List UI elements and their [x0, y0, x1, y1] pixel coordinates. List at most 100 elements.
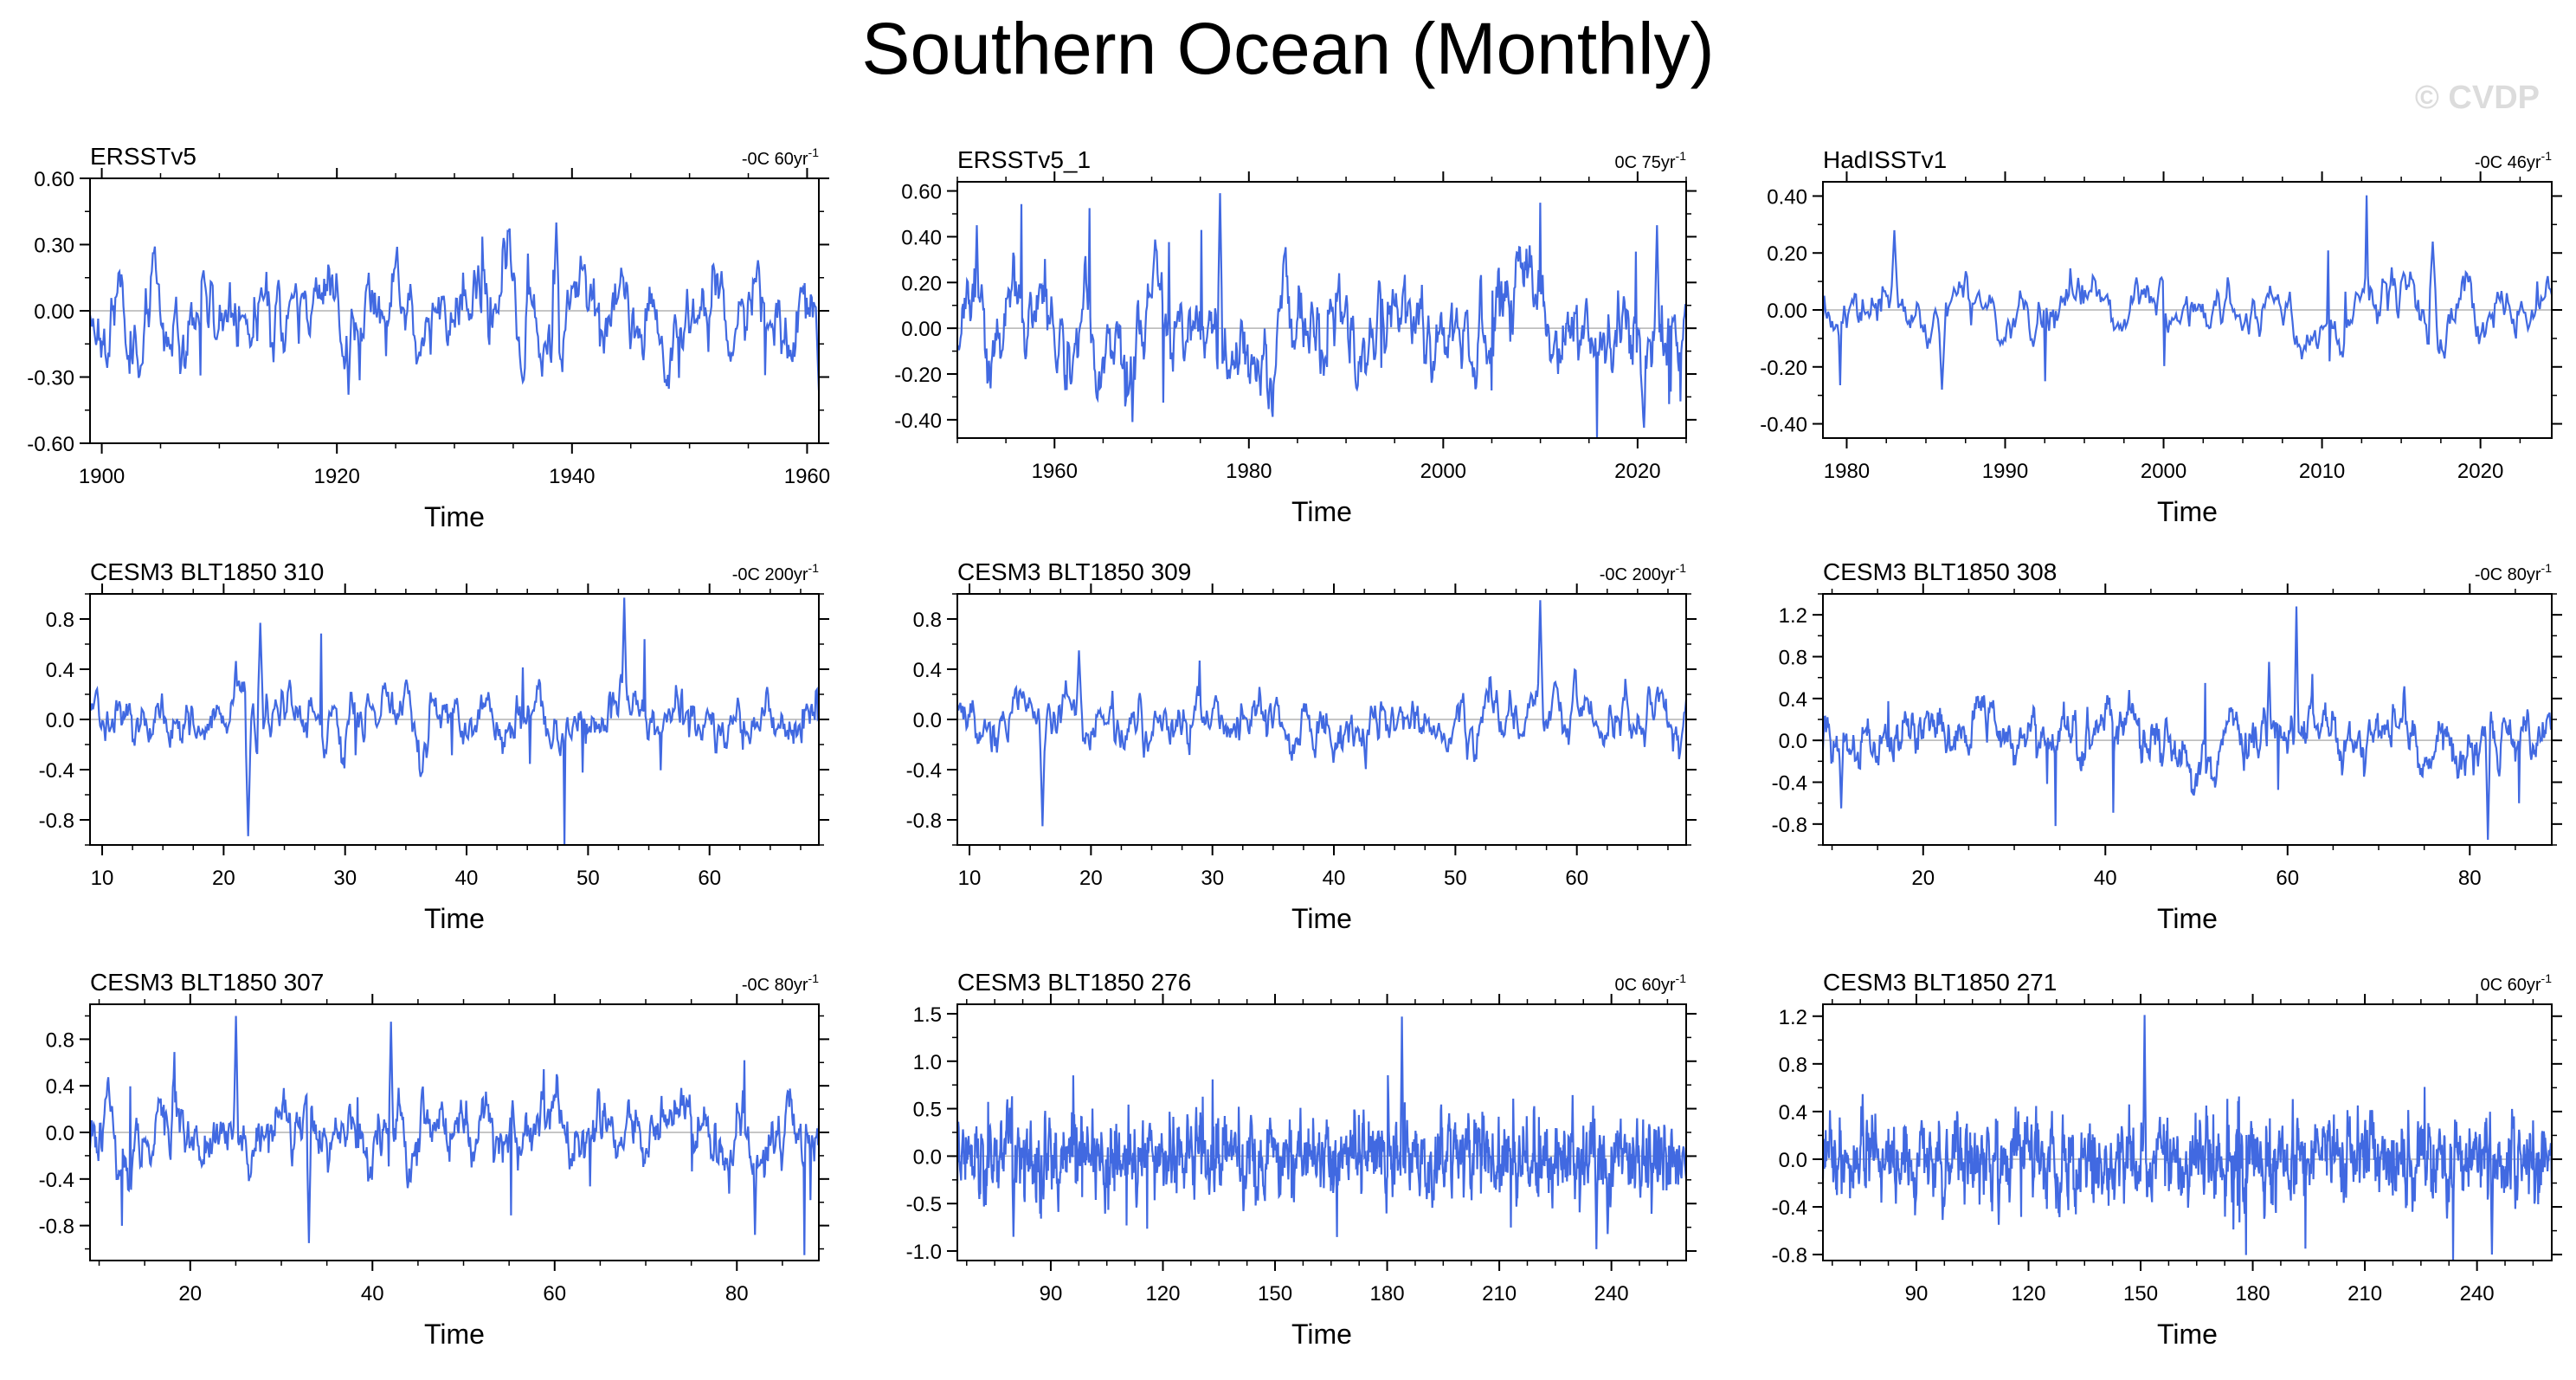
x-tick-label: 2020 [2457, 460, 2503, 483]
x-axis-label: Time [2157, 496, 2218, 527]
y-tick-label: 1.5 [913, 1003, 942, 1027]
x-tick-label: 120 [1145, 1282, 1180, 1306]
chart-panel: -0.40 -0.20 0.00 0.20 0.40 0.60 1960 1980 2000 20… [894, 146, 1697, 527]
y-tick-label: 0.8 [46, 609, 74, 632]
series-line [956, 600, 1688, 827]
y-tick-label: 0.00 [1767, 300, 1807, 323]
panel-title: ERSSTv5 [90, 143, 196, 170]
x-tick-label: 20 [1079, 867, 1103, 890]
chart-panel: -0.8 -0.4 0.0 0.4 0.8 1.2 20 40 60 80 CESM3 BLT185… [1772, 558, 2562, 934]
x-tick-label: 1960 [1032, 460, 1078, 483]
x-tick-label: 40 [455, 867, 479, 890]
panel-title: CESM3 BLT1850 309 [957, 558, 1191, 585]
x-tick-label: 20 [178, 1282, 202, 1306]
x-axis-label: Time [424, 501, 485, 532]
y-tick-label: 1.2 [1779, 1006, 1807, 1029]
chart-panel: -0.8 -0.4 0.0 0.4 0.8 1.2 90 120 150 180 210 240 CES… [1772, 969, 2562, 1350]
x-tick-label: 80 [2458, 867, 2482, 890]
chart-panel: -1.0 -0.5 0.0 0.5 1.0 1.5 90 120 150 180 210 240 CES… [906, 969, 1697, 1350]
plot-frame [956, 181, 1687, 439]
x-tick-label: 150 [2123, 1282, 2158, 1306]
y-tick-label: -0.4 [39, 759, 74, 783]
y-tick-label: 0.30 [34, 235, 74, 258]
series-line [88, 222, 821, 395]
series-line [88, 1016, 821, 1255]
y-tick-label: 0.5 [913, 1099, 942, 1122]
panel-title: CESM3 BLT1850 310 [90, 558, 324, 585]
x-tick-label: 210 [2347, 1282, 2382, 1306]
trend-superscript: -1 [808, 971, 820, 985]
trend-label: -0C 200yr-1 [1600, 561, 1686, 584]
y-tick-label: 0.60 [901, 181, 942, 204]
x-tick-label: 30 [333, 867, 357, 890]
y-tick-label: 1.0 [913, 1051, 942, 1074]
y-tick-label: 0.0 [913, 1145, 942, 1169]
x-tick-label: 2020 [1614, 460, 1660, 483]
x-tick-label: 90 [1040, 1282, 1063, 1306]
y-tick-label: 0.0 [913, 709, 942, 732]
series-line [956, 1016, 1688, 1249]
y-tick-label: -0.4 [1772, 772, 1807, 796]
plot-frame [1822, 1003, 2553, 1261]
trend-label: 0C 60yr-1 [1615, 971, 1687, 995]
trend-superscript: -1 [808, 145, 820, 159]
x-tick-label: 50 [576, 867, 600, 890]
trend-superscript: -1 [1676, 971, 1687, 985]
x-tick-label: 240 [2460, 1282, 2495, 1306]
trend-label: -0C 60yr-1 [742, 145, 819, 169]
chart-panel: -0.8 -0.4 0.0 0.4 0.8 10 20 30 40 50 60 CESM3 BLT18… [906, 558, 1697, 934]
y-tick-label: -0.40 [894, 409, 942, 433]
y-tick-label: 0.4 [913, 659, 942, 682]
trend-superscript: -1 [1676, 149, 1687, 163]
y-tick-label: -0.8 [906, 809, 942, 833]
series-line [1821, 195, 2553, 390]
x-tick-label: 2000 [1420, 460, 1466, 483]
x-tick-label: 2010 [2299, 460, 2345, 483]
panel-title: CESM3 BLT1850 308 [1823, 558, 2057, 585]
page-title: Southern Ocean (Monthly) [861, 8, 1715, 89]
x-tick-label: 210 [1482, 1282, 1517, 1306]
x-tick-label: 20 [212, 867, 235, 890]
y-tick-label: 0.8 [1779, 647, 1807, 670]
x-axis-label: Time [424, 1319, 485, 1350]
x-axis-label: Time [1291, 496, 1352, 527]
plot-frame [956, 1003, 1687, 1261]
trend-label: -0C 80yr-1 [742, 971, 819, 995]
x-axis-label: Time [2157, 903, 2218, 934]
series-line [1821, 1015, 2553, 1261]
x-tick-label: 10 [958, 867, 982, 890]
y-tick-label: -0.30 [27, 367, 74, 390]
x-tick-label: 240 [1594, 1282, 1629, 1306]
y-tick-label: 0.4 [1779, 1101, 1807, 1125]
y-tick-label: 0.0 [1779, 730, 1807, 753]
y-tick-label: 0.4 [46, 659, 74, 682]
trend-label: -0C 80yr-1 [2475, 561, 2552, 584]
chart-panel: -0.60 -0.30 0.00 0.30 0.60 1900 1920 1940 1960 ER… [27, 143, 830, 532]
y-tick-label: -0.4 [39, 1169, 74, 1192]
y-tick-label: 0.0 [1779, 1149, 1807, 1172]
y-tick-label: 0.8 [1779, 1054, 1807, 1077]
y-tick-label: -0.60 [27, 433, 74, 456]
y-tick-label: -0.4 [906, 759, 942, 783]
x-tick-label: 40 [361, 1282, 384, 1306]
y-tick-label: 1.2 [1779, 604, 1807, 628]
x-axis-label: Time [1291, 903, 1352, 934]
x-tick-label: 40 [1323, 867, 1346, 890]
y-tick-label: 0.20 [1767, 242, 1807, 266]
trend-superscript: -1 [2541, 971, 2553, 985]
x-tick-label: 1990 [1982, 460, 2028, 483]
x-tick-label: 1960 [784, 465, 830, 488]
y-tick-label: 0.4 [1779, 688, 1807, 712]
x-tick-label: 20 [1911, 867, 1935, 890]
watermark: © CVDP [2414, 80, 2540, 116]
y-tick-label: -0.40 [1760, 414, 1807, 437]
y-tick-label: 0.60 [34, 168, 74, 191]
x-tick-label: 1980 [1824, 460, 1870, 483]
y-tick-label: -0.8 [1772, 814, 1807, 837]
x-tick-label: 180 [2236, 1282, 2270, 1306]
x-tick-label: 30 [1201, 867, 1224, 890]
y-tick-label: 0.20 [901, 272, 942, 295]
x-tick-label: 2000 [2141, 460, 2186, 483]
y-tick-label: -0.8 [39, 809, 74, 833]
